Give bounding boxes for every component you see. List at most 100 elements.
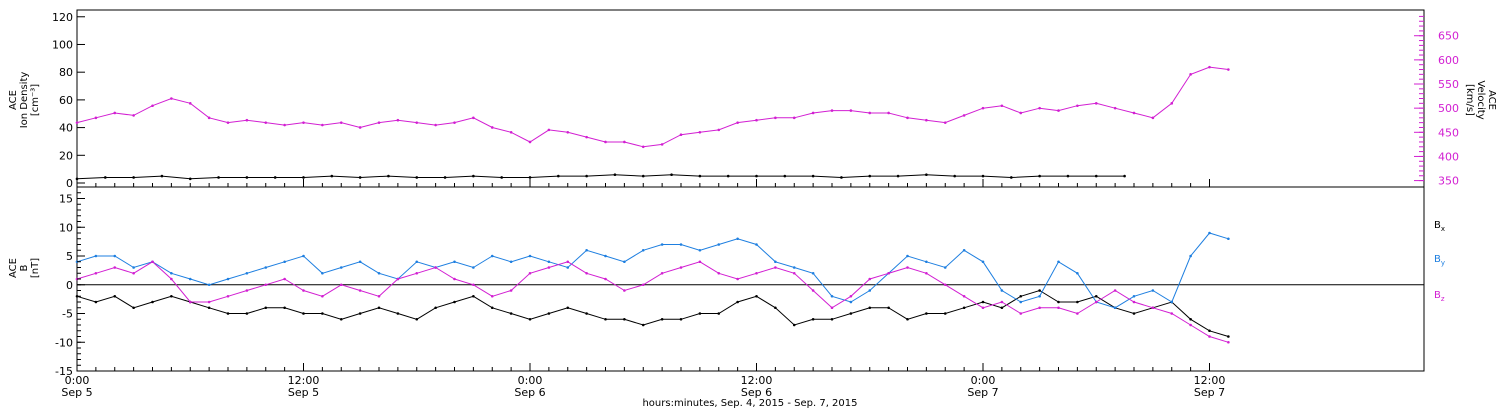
top-series-0-point	[188, 177, 192, 181]
field-series-x-point	[415, 317, 419, 321]
top-series-1-point	[1189, 73, 1192, 76]
field-series-z-point	[490, 294, 494, 298]
field-series-y-point	[170, 271, 173, 275]
top-series-0-point	[132, 176, 135, 179]
field-series-z-point	[188, 300, 192, 304]
field-series-z-point	[1170, 312, 1174, 315]
density-axis-label-line-1: ACE	[8, 90, 19, 110]
field-series-z-point	[1208, 335, 1211, 338]
field-axis-label: ACE B [nT]	[8, 258, 41, 278]
top-series-1-point	[528, 140, 532, 144]
field-series-y-point	[490, 254, 494, 258]
field-series-y-point	[339, 266, 343, 269]
field-series-z-point	[925, 271, 928, 275]
field-series-y-point	[717, 243, 721, 246]
top-series-0-point	[1123, 174, 1126, 178]
field-series-z-point	[1000, 300, 1004, 304]
field-series-x-point	[94, 300, 98, 304]
field-series-x-point	[868, 306, 872, 310]
field-series-x-point	[962, 306, 966, 310]
top-series-1-point	[868, 111, 872, 115]
field-series-y-point	[1113, 306, 1117, 310]
field-series-y-point	[415, 260, 419, 264]
top-series-0-point	[387, 174, 390, 178]
field-series-x-point	[1094, 294, 1098, 298]
field-series-x-point	[774, 306, 777, 310]
top-series-1-point	[358, 126, 362, 129]
field-series-y-point	[925, 260, 928, 264]
top-series-1-point	[302, 121, 305, 124]
velocity-tick-label: 400	[1438, 150, 1459, 163]
top-series-0-point	[302, 176, 305, 179]
velocity-tick-label: 450	[1438, 126, 1459, 139]
field-series-y-point	[283, 260, 286, 264]
top-series-1-point	[170, 97, 173, 100]
field-series-x-point	[585, 312, 588, 315]
top-series-1-point	[849, 109, 853, 112]
field-series-y-point	[1170, 300, 1174, 304]
top-series-1-point	[377, 121, 381, 124]
field-series-y-point	[1227, 237, 1230, 241]
top-series-0-point	[726, 174, 730, 178]
top-series-1-point	[981, 106, 985, 110]
field-series-z-point	[1019, 312, 1023, 315]
top-series-0-point	[613, 173, 617, 176]
field-series-x-point	[641, 323, 645, 327]
field-series-y-point	[962, 248, 966, 252]
top-series-0-point	[245, 176, 249, 179]
field-series-y-point	[1132, 294, 1136, 298]
top-series-1-point	[1000, 104, 1004, 108]
field-series-x-point	[623, 317, 626, 321]
field-tick-label: -5	[62, 308, 73, 321]
top-series-1-point	[490, 126, 494, 129]
field-series-x-point	[1132, 312, 1136, 315]
field-series-y-point	[774, 260, 777, 264]
field-series-x-point	[453, 300, 456, 304]
field-axis-label-line-1: ACE	[8, 258, 19, 278]
field-series-z-point	[792, 271, 796, 275]
field-series-y-point	[377, 271, 381, 275]
field-series-z-point	[415, 271, 419, 275]
top-series-1-point	[1094, 102, 1098, 105]
field-tick-label: -10	[55, 336, 73, 349]
top-series-1-point	[453, 121, 456, 124]
field-series-z-point	[226, 294, 230, 298]
field-series-z-point	[811, 289, 815, 292]
field-series-x-point	[207, 306, 211, 310]
top-series-1-point	[151, 104, 154, 108]
top-series-1-point	[623, 140, 626, 144]
field-series-y-point	[1076, 271, 1079, 275]
field-series-x-point	[604, 317, 607, 321]
top-series-1-point	[887, 111, 890, 115]
field-series-x-point	[811, 317, 815, 321]
date-tick-label: Sep 5	[288, 386, 319, 399]
field-series-z-point	[528, 271, 532, 275]
top-series-0-point	[585, 174, 588, 178]
legend-bz: Bz	[1434, 290, 1445, 303]
top-series-0-point	[670, 173, 673, 176]
field-series-z-point	[830, 306, 834, 310]
top-series-1-point	[113, 111, 117, 115]
field-series-z-point	[472, 283, 475, 287]
top-series-0-point	[1066, 174, 1070, 178]
field-series-x-point	[1208, 329, 1211, 333]
top-series-0-point	[557, 174, 560, 178]
field-series-z-point	[94, 271, 98, 275]
time-tick-label: 12:00	[1194, 374, 1226, 387]
field-series-z-point	[887, 271, 890, 275]
time-tick-label: 12:00	[288, 374, 320, 387]
top-series-0-point	[1010, 176, 1013, 179]
field-series-y-point	[698, 248, 702, 252]
top-series-1-point	[94, 116, 98, 120]
field-series-x-point	[302, 312, 305, 315]
density-axis-ticks: 0 20 40 60 80 100 120	[52, 11, 85, 190]
field-series-x-point	[717, 312, 721, 315]
top-series-1-point	[811, 111, 815, 115]
top-series-1-point	[472, 116, 475, 120]
top-series-1-point	[396, 118, 400, 122]
field-series-x-point	[1076, 300, 1079, 304]
top-series-1-point	[585, 135, 588, 139]
field-series-y-point	[943, 266, 947, 269]
field-series-z-point	[641, 283, 645, 287]
